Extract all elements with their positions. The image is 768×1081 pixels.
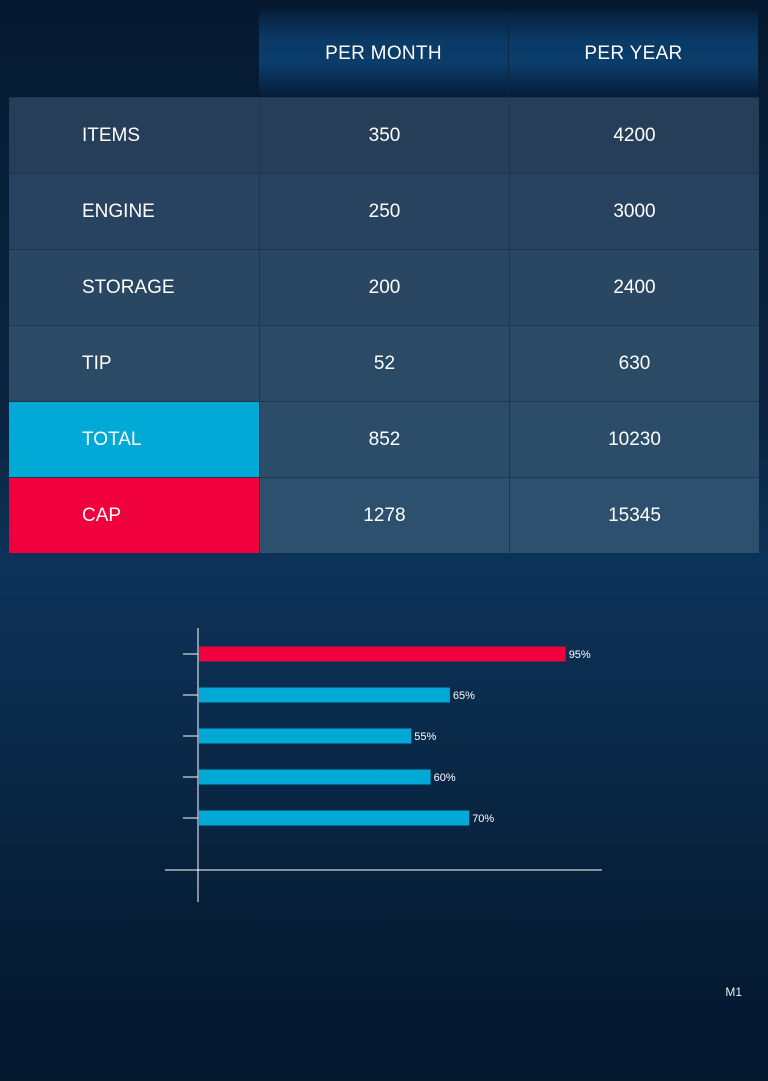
bar — [199, 810, 470, 826]
cost-table: ITEMS 350 4200 ENGINE 250 3000 STORAGE 2… — [9, 97, 759, 553]
tip-per-year: 630 — [509, 326, 759, 401]
percentage-bar-chart: 95% 65% 55% 60% 70% — [165, 628, 602, 902]
bar-value-label: 65% — [453, 690, 475, 702]
items-per-year: 4200 — [509, 98, 759, 173]
bar — [199, 769, 431, 785]
row-label-engine: ENGINE — [9, 174, 259, 249]
row-label-items: ITEMS — [9, 98, 259, 173]
table-row: CAP 1278 15345 — [9, 477, 759, 553]
page-code: M1 — [725, 985, 742, 999]
tip-per-month: 52 — [259, 326, 509, 401]
total-per-year: 10230 — [509, 402, 759, 477]
bar-value-label: 70% — [472, 813, 494, 825]
storage-per-year: 2400 — [509, 250, 759, 325]
cap-per-month: 1278 — [259, 478, 509, 553]
row-label-tip: TIP — [9, 326, 259, 401]
table-row: TIP 52 630 — [9, 325, 759, 401]
engine-per-year: 3000 — [509, 174, 759, 249]
bar — [199, 687, 450, 703]
cap-per-year: 15345 — [509, 478, 759, 553]
bar — [199, 646, 566, 662]
table-header: PER MONTH PER YEAR — [259, 11, 759, 97]
table-row: ITEMS 350 4200 — [9, 97, 759, 173]
table-row: STORAGE 200 2400 — [9, 249, 759, 325]
bar-value-label: 95% — [569, 649, 591, 661]
header-per-month: PER MONTH — [259, 11, 509, 97]
total-per-month: 852 — [259, 402, 509, 477]
bar-value-label: 55% — [414, 731, 436, 743]
row-label-cap: CAP — [9, 478, 259, 553]
storage-per-month: 200 — [259, 250, 509, 325]
items-per-month: 350 — [259, 98, 509, 173]
header-per-year: PER YEAR — [509, 11, 758, 97]
bar — [199, 728, 412, 744]
bar-value-label: 60% — [434, 772, 456, 784]
table-row: ENGINE 250 3000 — [9, 173, 759, 249]
row-label-storage: STORAGE — [9, 250, 259, 325]
row-label-total: TOTAL — [9, 402, 259, 477]
engine-per-month: 250 — [259, 174, 509, 249]
table-row: TOTAL 852 10230 — [9, 401, 759, 477]
